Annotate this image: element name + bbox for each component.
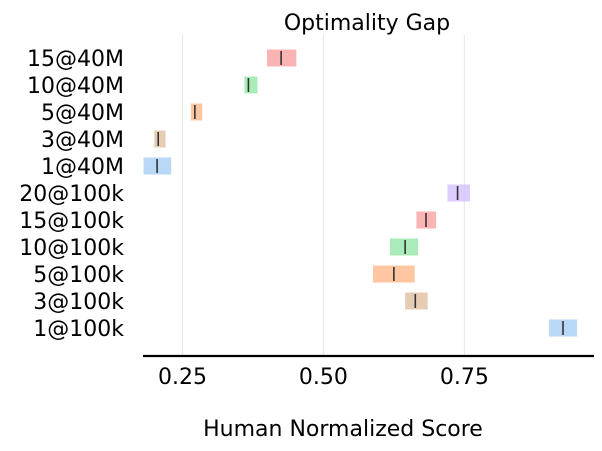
y-tick-label-3@40M: 3@40M <box>41 128 124 153</box>
y-tick-label-5@40M: 5@40M <box>41 101 124 126</box>
x-tick-label-0: 0.25 <box>158 365 207 390</box>
y-tick-label-15@100k: 15@100k <box>19 209 124 234</box>
y-tick-labels: 15@40M10@40M5@40M3@40M1@40M20@100k15@100… <box>19 47 124 342</box>
interval-bar-10@100k <box>389 238 419 256</box>
y-tick-label-10@40M: 10@40M <box>27 74 124 99</box>
interval-bar-5@40M <box>190 103 203 121</box>
y-tick-label-15@40M: 15@40M <box>27 47 124 72</box>
chart-title: Optimality Gap <box>284 11 450 36</box>
median-markers <box>156 51 564 335</box>
interval-bars <box>143 49 578 337</box>
interval-bar-3@40M <box>154 130 166 148</box>
x-tick-label-2: 0.75 <box>440 365 489 390</box>
x-axis-label: Human Normalized Score <box>203 417 483 442</box>
y-tick-label-1@100k: 1@100k <box>33 317 124 342</box>
y-tick-label-5@100k: 5@100k <box>33 263 124 288</box>
y-tick-label-3@100k: 3@100k <box>33 290 124 315</box>
x-tick-label-1: 0.50 <box>299 365 348 390</box>
interval-bar-3@100k <box>405 292 428 310</box>
x-tick-labels: 0.25 0.50 0.75 <box>158 365 489 390</box>
y-tick-label-20@100k: 20@100k <box>19 182 124 207</box>
y-tick-label-1@40M: 1@40M <box>41 155 124 180</box>
y-tick-label-10@100k: 10@100k <box>19 236 124 261</box>
interval-bar-10@40M <box>244 76 258 94</box>
interval-bar-20@100k <box>447 184 470 202</box>
